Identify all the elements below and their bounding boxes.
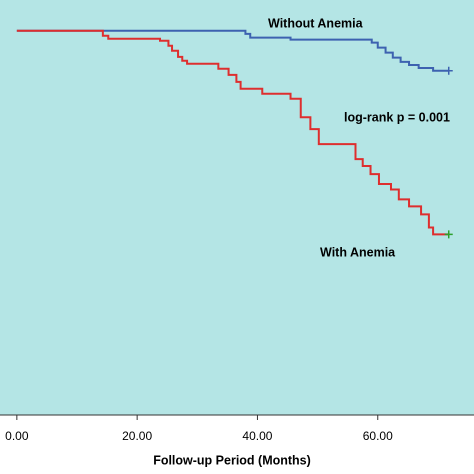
censor-mark — [444, 230, 453, 239]
survival-curve — [16, 29, 449, 72]
annotation: Without Anemia — [268, 16, 364, 30]
x-axis-label: Follow-up Period (Months) — [153, 453, 311, 467]
annotation: With Anemia — [320, 245, 396, 259]
x-tick-label: 60.00 — [363, 429, 393, 443]
x-tick-label: 40.00 — [242, 429, 272, 443]
censor-mark — [444, 66, 453, 75]
x-tick-label: 20.00 — [122, 429, 152, 443]
plot-area — [0, 0, 474, 415]
x-tick-label: 0.00 — [5, 429, 29, 443]
annotation: log-rank p = 0.001 — [344, 110, 450, 124]
survival-curve — [16, 29, 449, 236]
